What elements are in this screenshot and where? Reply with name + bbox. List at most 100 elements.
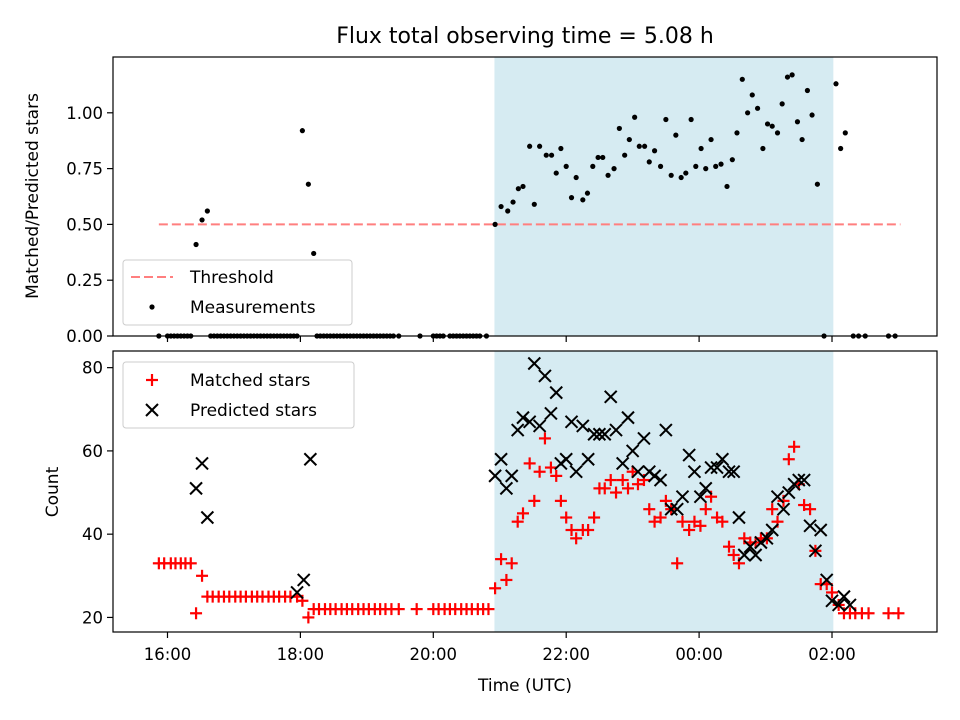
count-legend-box xyxy=(122,361,355,429)
predicted-star-point xyxy=(564,415,579,429)
measurement-point xyxy=(749,92,755,98)
predicted-star-point xyxy=(732,510,746,525)
measurement-point xyxy=(651,148,658,154)
measurement-point xyxy=(590,163,596,169)
predicted-star-point xyxy=(776,502,791,516)
matched-star-point xyxy=(654,511,667,524)
predicted-star-point xyxy=(505,469,519,483)
measurement-point xyxy=(739,76,745,82)
matched-star-point xyxy=(788,440,801,453)
predicted-star-point xyxy=(814,523,828,537)
measurement-point xyxy=(799,136,805,143)
matched-star-point xyxy=(392,603,405,616)
predicted-star-point xyxy=(189,481,203,496)
measurement-point xyxy=(754,105,761,111)
matched-star-point xyxy=(190,607,203,620)
matched-star-point xyxy=(505,557,518,570)
matched-star-point xyxy=(782,453,795,466)
predicted-star-point xyxy=(653,473,668,487)
predicted-star-point xyxy=(760,531,774,546)
predicted-star-point xyxy=(488,469,502,483)
matched-star-point xyxy=(683,524,696,537)
predicted-star-point xyxy=(290,585,304,600)
predicted-star-point xyxy=(615,456,630,471)
predicted-star-point xyxy=(699,481,713,496)
matched-star-point xyxy=(766,503,779,516)
count-y-ticks: 20 40 60 80 xyxy=(82,359,113,627)
legend-threshold-label: Threshold xyxy=(189,268,274,288)
predicted-star-point xyxy=(581,452,595,466)
measurement-point xyxy=(734,130,740,136)
measurement-point xyxy=(626,136,632,143)
legend-matched-label: Matched stars xyxy=(190,371,310,391)
measurement-point xyxy=(537,143,543,149)
predicted-star-point xyxy=(722,465,736,479)
predicted-star-point xyxy=(592,427,607,441)
measurement-point xyxy=(580,197,586,203)
predicted-star-point xyxy=(494,452,508,466)
predicted-star-point xyxy=(675,489,690,504)
ratio-legend: Threshold Measurements xyxy=(122,259,353,326)
predicted-star-point xyxy=(516,410,530,425)
measurement-point xyxy=(622,152,628,158)
predicted-star-point xyxy=(499,481,514,496)
matched-star-point xyxy=(184,557,197,570)
measurement-point xyxy=(204,208,210,214)
predicted-star-point xyxy=(544,406,558,421)
predicted-star-point xyxy=(569,465,583,479)
predicted-star-point xyxy=(625,444,640,458)
measurement-points xyxy=(156,72,898,339)
matched-star-point xyxy=(862,607,875,620)
measurement-point xyxy=(600,154,606,161)
y-tick-label: 80 xyxy=(82,359,103,378)
legend-measurements-label: Measurements xyxy=(190,298,316,318)
matched-star-point xyxy=(804,503,817,516)
predicted-star-point xyxy=(797,473,811,487)
measurement-point xyxy=(595,154,601,161)
x-tick-label: 16:00 xyxy=(144,645,192,664)
measurement-point xyxy=(527,143,533,149)
measurement-point xyxy=(642,143,648,149)
measurement-point xyxy=(668,172,674,178)
matched-star-point xyxy=(196,569,209,582)
matched-star-point xyxy=(716,515,729,528)
measurement-point xyxy=(789,72,795,78)
ratio-shaded-span xyxy=(494,57,834,336)
predicted-star-point xyxy=(843,598,857,612)
predicted-star-point xyxy=(532,419,547,433)
predicted-stars-points xyxy=(189,356,857,612)
predicted-star-point xyxy=(195,456,209,471)
x-tick-label: 02:00 xyxy=(808,645,856,664)
legend-matched-swatch xyxy=(146,374,158,386)
measurement-point xyxy=(688,116,694,123)
ratio-legend-box xyxy=(122,259,353,326)
measurement-point xyxy=(657,163,664,169)
measurement-point xyxy=(809,112,815,118)
ratio-axes-frame xyxy=(112,56,938,337)
predicted-star-point xyxy=(200,510,215,525)
predicted-star-point xyxy=(831,598,846,612)
predicted-star-point xyxy=(710,460,724,475)
matched-star-point xyxy=(410,603,423,616)
matched-star-point xyxy=(694,519,707,532)
predicted-star-point xyxy=(687,465,702,479)
measurement-point xyxy=(492,221,498,227)
matched-star-point xyxy=(598,482,611,495)
y-tick-label: 1.00 xyxy=(66,104,103,123)
matched-star-point xyxy=(826,586,839,599)
predicted-star-point xyxy=(726,465,741,479)
predicted-star-point xyxy=(808,544,823,558)
predicted-star-point xyxy=(510,423,525,437)
matched-star-point xyxy=(676,515,689,528)
matched-star-point xyxy=(604,474,617,487)
measurement-point xyxy=(553,170,559,176)
predicted-star-point xyxy=(770,489,785,504)
matched-star-point xyxy=(643,503,656,516)
count-axes-frame xyxy=(112,350,938,633)
ratio-y-axis-label: Matched/Predicted stars xyxy=(23,93,43,299)
predicted-star-point xyxy=(715,452,730,466)
matched-star-point xyxy=(671,557,684,570)
y-tick-label: 60 xyxy=(82,442,103,461)
